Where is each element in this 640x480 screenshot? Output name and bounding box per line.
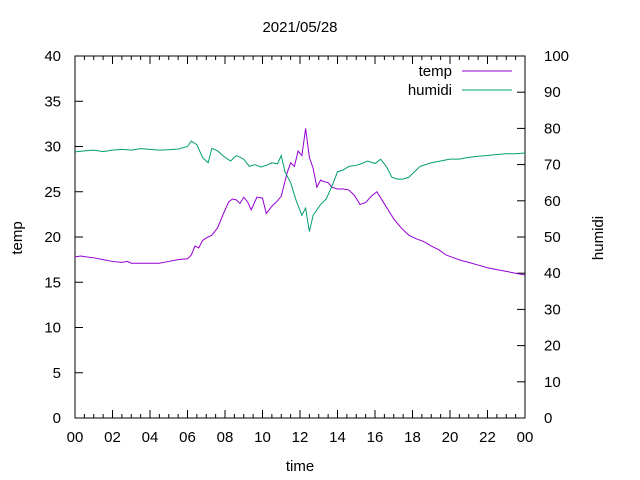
series-line-humidi [74, 140, 526, 232]
y-tick-label: 35 [44, 93, 61, 110]
y-tick-label: 10 [44, 320, 61, 337]
x-tick-label: 16 [367, 429, 384, 446]
x-tick-label: 14 [329, 429, 346, 446]
legend: temp humidi [408, 63, 512, 99]
series-group [74, 128, 526, 276]
y-tick-label: 25 [44, 184, 61, 201]
x-tick-label: 12 [292, 429, 309, 446]
y2-axis-ticks: 0 10 20 30 40 50 60 70 80 90 100 [517, 48, 569, 427]
x-axis-label: time [286, 458, 314, 475]
x-tick-label: 18 [404, 429, 421, 446]
plot-frame [74, 55, 526, 419]
plot-border [74, 55, 526, 419]
y-tick-label: 30 [44, 139, 61, 156]
y2-tick-label: 50 [544, 229, 561, 246]
y2-tick-label: 80 [544, 120, 561, 137]
y-tick-label: 5 [53, 365, 61, 382]
x-axis-ticks: 00 02 04 06 08 10 12 14 16 18 20 22 00 [67, 56, 534, 446]
legend-label-humidi: humidi [408, 82, 452, 99]
x-tick-label: 00 [517, 429, 534, 446]
y-axis-ticks: 0 5 10 15 20 25 30 35 40 [44, 48, 83, 427]
y-tick-label: 0 [53, 410, 61, 427]
x-tick-label: 10 [254, 429, 271, 446]
x-tick-label: 02 [104, 429, 121, 446]
x-tick-label: 08 [217, 429, 234, 446]
y2-tick-label: 100 [544, 48, 569, 65]
y2-tick-label: 20 [544, 338, 561, 355]
chart-title: 2021/05/28 [262, 19, 337, 36]
y2-axis-label: humidi [590, 216, 607, 260]
y2-tick-label: 60 [544, 193, 561, 210]
y2-tick-label: 30 [544, 301, 561, 318]
x-tick-label: 22 [479, 429, 496, 446]
y2-tick-label: 70 [544, 157, 561, 174]
y-tick-label: 20 [44, 229, 61, 246]
y2-tick-label: 0 [544, 410, 552, 427]
y-tick-label: 40 [44, 48, 61, 65]
series-line-temp [74, 128, 526, 276]
x-tick-label: 20 [442, 429, 459, 446]
y2-tick-label: 10 [544, 374, 561, 391]
legend-label-temp: temp [419, 63, 452, 80]
y2-tick-label: 40 [544, 265, 561, 282]
y-tick-label: 15 [44, 274, 61, 291]
x-tick-label: 00 [67, 429, 84, 446]
x-tick-label: 04 [142, 429, 159, 446]
x-tick-label: 06 [179, 429, 196, 446]
y-axis-label: temp [9, 221, 26, 254]
y2-tick-label: 90 [544, 84, 561, 101]
